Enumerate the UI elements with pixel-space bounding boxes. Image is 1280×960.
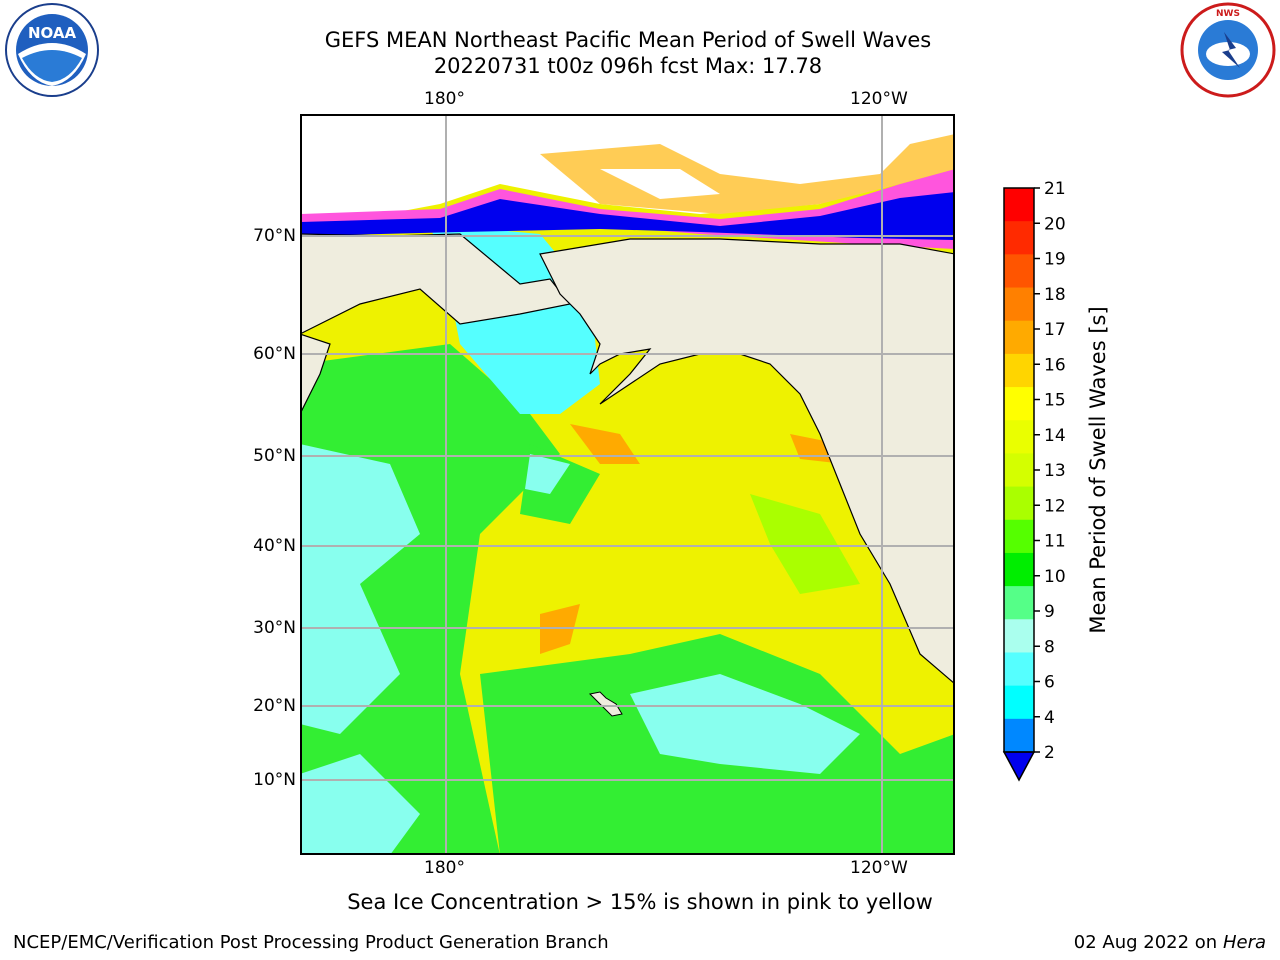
colorbar-bin [1004,353,1034,388]
colorbar-extend-arrow [1002,751,1036,782]
nws-logo: NWS [1180,2,1276,98]
swell-region-dark-blue-arctic [301,192,954,240]
map-frame [300,114,955,855]
colorbar-bin [1004,420,1034,454]
colorbar-tick-label: 20 [1044,214,1066,234]
lat-tick-60n: 60°N [253,344,296,364]
credit-date: 02 Aug 2022 on Hera [1074,932,1266,953]
lat-tick-30n: 30°N [253,618,296,638]
colorbar-tick-label: 9 [1044,602,1055,622]
colorbar-tick-label: 8 [1044,637,1055,657]
colorbar: 21 20 19 18 17 16 15 14 13 12 11 10 9 8 6 4 2 [1002,180,1066,782]
swell-region-cyan-central [525,454,570,494]
colorbar-tick-label: 10 [1044,567,1066,587]
colorbar-bin [1004,221,1034,255]
colorbar-bin [1004,320,1034,355]
lat-tick-40n: 40°N [253,536,296,556]
colorbar-bin [1004,254,1034,289]
colorbar-tick-label: 14 [1044,426,1066,446]
credit-host: Hera [1222,932,1266,953]
graticule [301,115,954,854]
colorbar-label: Mean Period of Swell Waves [s] [1086,306,1110,634]
colorbar-tick-label: 19 [1044,250,1066,270]
colorbar-tick-label: 6 [1044,673,1055,693]
colorbar-tick-label: 16 [1044,355,1066,375]
colorbar-tick-label: 15 [1044,391,1066,411]
colorbar-bin [1004,718,1034,753]
land-chukotka [301,233,572,335]
colorbar-bin [1004,519,1034,554]
lon-tick-top-120w: 120°W [850,89,908,109]
colorbar-bin [1004,552,1034,587]
lat-tick-50n: 50°N [253,446,296,466]
colorbar-tick-label: 18 [1044,285,1066,305]
noaa-logo: NOAA [5,3,99,97]
colorbar-bin [1004,586,1034,620]
swell-region-cyan-west [301,444,420,734]
colorbar-tick-label: 4 [1044,708,1055,728]
credit-organization: NCEP/EMC/Verification Post Processing Pr… [13,932,609,953]
swell-region-orange-gulf [570,424,640,464]
colorbar-tick-label: 21 [1044,180,1066,199]
sea-ice-note: Sea Ice Concentration > 15% is shown in … [347,890,933,914]
colorbar-bin [1004,188,1034,222]
svg-text:NOAA: NOAA [28,24,77,42]
colorbar-tick-label: 11 [1044,532,1066,552]
colorbar-bin [1004,486,1034,521]
arctic-patch [600,169,720,199]
lon-tick-bottom-180: 180° [424,858,465,878]
colorbar-bin [1004,287,1034,322]
swell-region-lightgreen-east [750,494,860,594]
map-title: GEFS MEAN Northeast Pacific Mean Period … [324,28,932,52]
colorbar-bin [1004,685,1034,720]
lat-tick-10n: 10°N [253,770,296,790]
colorbar-bin [1004,453,1034,488]
colorbar-tick-label: 17 [1044,320,1066,340]
sea-ice-yellow [540,134,954,214]
colorbar-tick-label: 2 [1044,743,1055,763]
lon-tick-top-180: 180° [424,89,465,109]
colorbar-tick-label: 13 [1044,461,1066,481]
colorbar-bin [1004,619,1034,653]
map-subtitle: 20220731 t00z 096h fcst Max: 17.78 [433,54,823,78]
svg-text:NWS: NWS [1216,9,1240,19]
colorbar-tick-label: 12 [1044,496,1066,516]
lon-tick-bottom-120w: 120°W [850,858,908,878]
swell-region-cyan-south [630,674,860,774]
colorbar-bin [1004,387,1034,421]
lat-tick-20n: 20°N [253,696,296,716]
credit-date-text: 02 Aug 2022 on [1073,932,1218,953]
lat-tick-70n: 70°N [253,226,296,246]
map-panel [300,114,955,855]
colorbar-bin [1004,652,1034,687]
